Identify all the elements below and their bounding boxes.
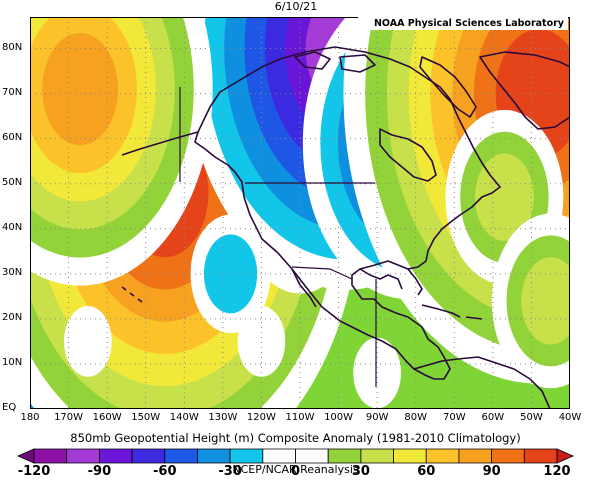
longitude-label: 40W bbox=[558, 412, 582, 423]
longitude-label: 170W bbox=[54, 412, 84, 423]
colorbar-swatch bbox=[164, 448, 198, 464]
colorbar-label: 0 bbox=[290, 464, 301, 479]
longitude-label: 180 bbox=[20, 412, 40, 423]
lat-lon-grid bbox=[30, 17, 570, 409]
political-boundaries bbox=[179, 87, 377, 387]
baffin-island bbox=[419, 56, 477, 118]
colorbar-swatch bbox=[262, 448, 296, 464]
longitude-label: 110W bbox=[285, 412, 315, 423]
latitude-label: 20N bbox=[2, 311, 23, 323]
latitude-label: 10N bbox=[2, 356, 23, 368]
map-caption: 850mb Geopotential Height (m) Composite … bbox=[70, 431, 521, 445]
north-america-coastline bbox=[194, 46, 501, 380]
colorbar-label: -90 bbox=[87, 464, 112, 479]
colorbar-label: 90 bbox=[482, 464, 501, 479]
longitude-label: 50W bbox=[520, 412, 543, 423]
gulf-coast bbox=[359, 268, 403, 290]
colorbar-swatch bbox=[295, 448, 329, 464]
anomaly-center bbox=[64, 306, 112, 377]
anomaly-center bbox=[491, 213, 570, 389]
colorbar-swatch bbox=[458, 448, 493, 464]
date-label: 6/10/21 bbox=[274, 0, 318, 13]
coastlines bbox=[121, 46, 570, 409]
hispaniola bbox=[465, 316, 483, 320]
latitude-label: 40N bbox=[2, 221, 23, 233]
longitude-label: 70W bbox=[442, 412, 466, 423]
colorbar-swatch bbox=[360, 448, 394, 464]
colorbar-swatch bbox=[197, 448, 231, 464]
anomaly-contour bbox=[249, 323, 274, 360]
greenland bbox=[479, 51, 570, 130]
colorbar-swatch bbox=[229, 448, 264, 464]
colorbar-swatch bbox=[98, 448, 133, 464]
longitude-label: 150W bbox=[131, 412, 161, 423]
longitude-label: 120W bbox=[246, 412, 276, 423]
latitude-label: 30N bbox=[2, 266, 23, 278]
south-america-coast bbox=[413, 356, 551, 409]
colorbar-swatch bbox=[66, 448, 100, 464]
arctic-islands bbox=[294, 51, 376, 73]
latitude-label: EQ bbox=[2, 402, 17, 413]
colorbar-label: 120 bbox=[543, 464, 571, 479]
colorbar-swatch bbox=[491, 448, 525, 464]
colorbar-swatch bbox=[425, 448, 460, 464]
hawaii bbox=[121, 286, 143, 303]
anomaly-center bbox=[30, 17, 213, 286]
longitude-label: 80W bbox=[404, 412, 428, 423]
source-label: NCEP/NCAR Reanalysis bbox=[232, 463, 359, 476]
latitude-label: 60N bbox=[2, 131, 23, 143]
anomaly-contour bbox=[517, 61, 561, 126]
latitude-label: 70N bbox=[2, 86, 23, 98]
florida bbox=[407, 268, 423, 296]
longitude-label: 100W bbox=[324, 412, 354, 423]
latitude-label: 50N bbox=[2, 176, 23, 188]
anomaly-map bbox=[30, 17, 570, 409]
baja-california bbox=[291, 268, 317, 308]
colorbar-swatch bbox=[556, 448, 574, 464]
us-mexico-border bbox=[291, 266, 353, 280]
alaska-peninsula bbox=[121, 131, 199, 156]
colorbar-swatch bbox=[33, 448, 68, 464]
longitude-label: 160W bbox=[92, 412, 122, 423]
anomaly-contour bbox=[535, 279, 566, 323]
colorbar-swatch bbox=[17, 448, 35, 464]
colorbar-swatch bbox=[523, 448, 558, 464]
cuba bbox=[421, 304, 461, 318]
anomaly-center bbox=[237, 306, 286, 377]
longitude-label: 90W bbox=[365, 412, 389, 423]
colorbar-swatch bbox=[131, 448, 166, 464]
colorbar-label: -30 bbox=[218, 464, 242, 479]
longitude-label: 60W bbox=[481, 412, 505, 423]
latitude-label: 80N bbox=[2, 41, 23, 53]
longitude-label: 140W bbox=[169, 412, 199, 423]
colorbar-label: -60 bbox=[153, 464, 177, 479]
anomaly-contour bbox=[61, 61, 100, 118]
credit-label: NOAA Physical Sciences Laboratory bbox=[358, 17, 568, 30]
colorbar-label: 30 bbox=[351, 464, 370, 479]
longitude-label: 130W bbox=[208, 412, 238, 423]
anomaly-field bbox=[30, 17, 570, 409]
colorbar-swatch bbox=[393, 448, 427, 464]
anomaly-contour bbox=[489, 175, 520, 220]
colorbar-label: 60 bbox=[417, 464, 436, 479]
anomaly-contour bbox=[75, 323, 100, 360]
hudson-bay bbox=[379, 128, 437, 182]
colorbar-label: -120 bbox=[17, 464, 51, 479]
colorbar bbox=[17, 448, 574, 464]
colorbar-swatch bbox=[327, 448, 362, 464]
